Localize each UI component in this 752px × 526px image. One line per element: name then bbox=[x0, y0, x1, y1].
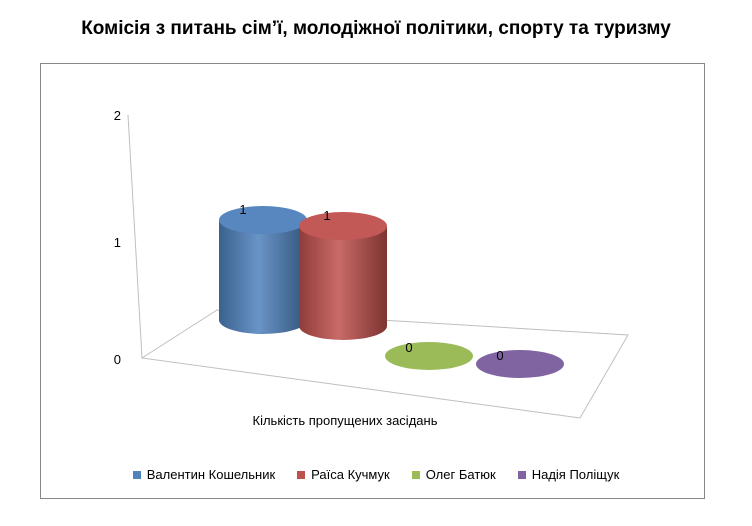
legend-label: Олег Батюк bbox=[425, 467, 496, 482]
bar-body bbox=[219, 220, 307, 334]
chart-frame bbox=[40, 63, 705, 499]
legend-swatch bbox=[297, 470, 306, 479]
data-label: 0 bbox=[496, 348, 503, 363]
bar-base bbox=[476, 350, 564, 378]
legend-swatch bbox=[132, 470, 141, 479]
x-category-label: Кількість пропущених засідань bbox=[253, 413, 438, 428]
bar-2 bbox=[299, 212, 387, 340]
data-label: 0 bbox=[405, 340, 412, 355]
legend-swatch bbox=[517, 470, 526, 479]
data-label: 1 bbox=[323, 208, 330, 223]
chart-title: Комісія з питань сім’ї, молодіжної політ… bbox=[81, 18, 671, 39]
legend-label: Раїса Кучмук bbox=[311, 467, 390, 482]
legend-item: Раїса Кучмук bbox=[297, 467, 390, 482]
y-tick-label: 2 bbox=[114, 108, 121, 123]
legend-item: Валентин Кошельник bbox=[132, 467, 276, 482]
bar-body bbox=[299, 226, 387, 340]
bar-top bbox=[299, 212, 387, 240]
y-tick-label: 1 bbox=[114, 235, 121, 250]
legend-item: Надія Поліщук bbox=[517, 467, 620, 482]
legend-label: Валентин Кошельник bbox=[146, 467, 276, 482]
chart-legend: Валентин Кошельник Раїса Кучмук Олег Батюк… bbox=[0, 467, 752, 482]
y-tick-label: 0 bbox=[114, 352, 121, 367]
legend-swatch bbox=[411, 470, 420, 479]
bar-1 bbox=[219, 206, 307, 334]
bar-3 bbox=[385, 342, 473, 370]
floor-plane bbox=[140, 309, 629, 419]
bar-top bbox=[219, 206, 307, 234]
legend-item: Олег Батюк bbox=[411, 467, 496, 482]
legend-label: Надія Поліщук bbox=[531, 467, 620, 482]
data-label: 1 bbox=[239, 202, 246, 217]
bar-base bbox=[385, 342, 473, 370]
y-axis-line bbox=[127, 114, 143, 359]
bar-4 bbox=[476, 350, 564, 378]
